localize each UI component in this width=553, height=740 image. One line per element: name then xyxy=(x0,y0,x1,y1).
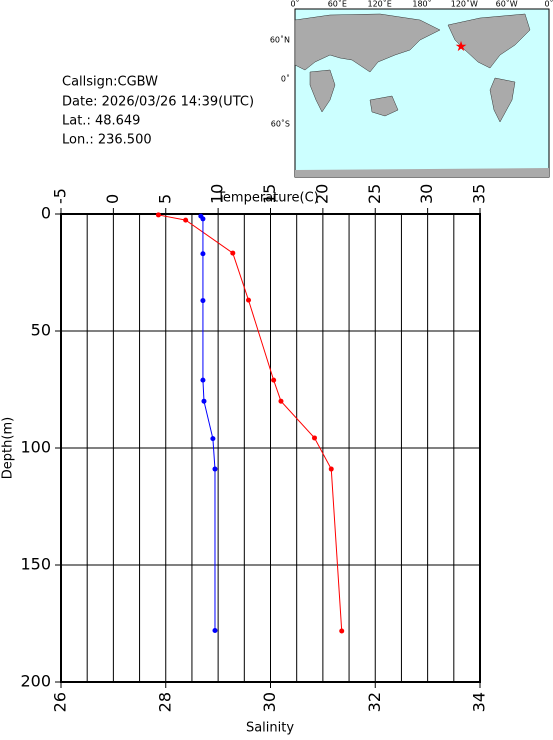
data-point xyxy=(212,628,218,634)
data-point xyxy=(311,435,317,441)
antarctica xyxy=(295,168,549,177)
data-point xyxy=(200,298,206,304)
data-point xyxy=(230,250,236,256)
x2-tick-label: 26 xyxy=(51,692,70,712)
map-lon-label: 120˚W xyxy=(451,0,478,9)
x-tick-label: 10 xyxy=(208,184,227,204)
map-lon-label: 60˚W xyxy=(496,0,518,9)
data-point xyxy=(271,377,277,383)
data-point xyxy=(328,466,334,472)
north-america xyxy=(447,13,531,69)
x2-tick-label: 34 xyxy=(470,692,489,712)
y-tick-label: 100 xyxy=(20,438,51,457)
australia xyxy=(369,95,399,117)
date: Date: 2026/03/26 14:39(UTC) xyxy=(62,95,254,110)
x-tick-label: 15 xyxy=(260,184,279,204)
callsign: Callsign:CGBW xyxy=(62,75,158,90)
station-marker: ★ xyxy=(455,39,468,55)
latitude: Lat.: 48.649 xyxy=(62,114,140,129)
south-america xyxy=(489,77,516,123)
y-tick-label: 150 xyxy=(20,555,51,574)
y-tick-label: 50 xyxy=(31,321,51,340)
x-tick-label: 0 xyxy=(103,194,122,204)
map-lat-label: 60˚N xyxy=(270,35,290,45)
longitude: Lon.: 236.500 xyxy=(62,133,152,148)
x2-axis-title: Salinity xyxy=(246,721,294,736)
x-tick-label: 5 xyxy=(155,194,174,204)
data-point xyxy=(212,466,218,472)
profile-line xyxy=(158,214,343,632)
x2-tick-label: 32 xyxy=(365,692,384,712)
africa xyxy=(309,69,336,113)
x2-tick-label: 30 xyxy=(260,692,279,712)
map-lat-label: 60˚S xyxy=(271,119,290,129)
data-point xyxy=(278,398,284,404)
x-tick-label: 30 xyxy=(417,184,436,204)
map-lon-label: 180˚ xyxy=(412,0,431,9)
x-tick-label: 20 xyxy=(312,184,331,204)
x-tick-label: 25 xyxy=(365,184,384,204)
data-point xyxy=(210,436,216,442)
plot-frame xyxy=(60,213,481,683)
data-point xyxy=(201,398,207,404)
data-point xyxy=(246,297,252,303)
map-lat-label: 0˚ xyxy=(281,74,290,84)
x2-tick-label: 28 xyxy=(155,692,174,712)
x-tick-label: -5 xyxy=(51,188,70,204)
data-point xyxy=(155,212,161,218)
data-point xyxy=(200,216,206,222)
data-point xyxy=(200,377,206,383)
profile-line xyxy=(200,215,216,631)
y-tick-label: 0 xyxy=(41,204,51,223)
x-tick-label: 35 xyxy=(470,184,489,204)
map: ★ xyxy=(294,8,550,178)
map-lon-label: 120˚E xyxy=(368,0,392,9)
data-point xyxy=(183,217,189,223)
map-lon-label: 0˚ xyxy=(544,0,553,9)
map-lon-label: 0˚ xyxy=(290,0,299,9)
data-point xyxy=(200,251,206,257)
x-axis-title: Temperature(C) xyxy=(216,191,319,206)
eurasia xyxy=(294,13,441,73)
map-lon-label: 60˚E xyxy=(328,0,347,9)
y-axis-title: Depth(m) xyxy=(1,417,16,479)
data-point xyxy=(339,628,345,634)
y-tick-label: 200 xyxy=(20,672,51,691)
